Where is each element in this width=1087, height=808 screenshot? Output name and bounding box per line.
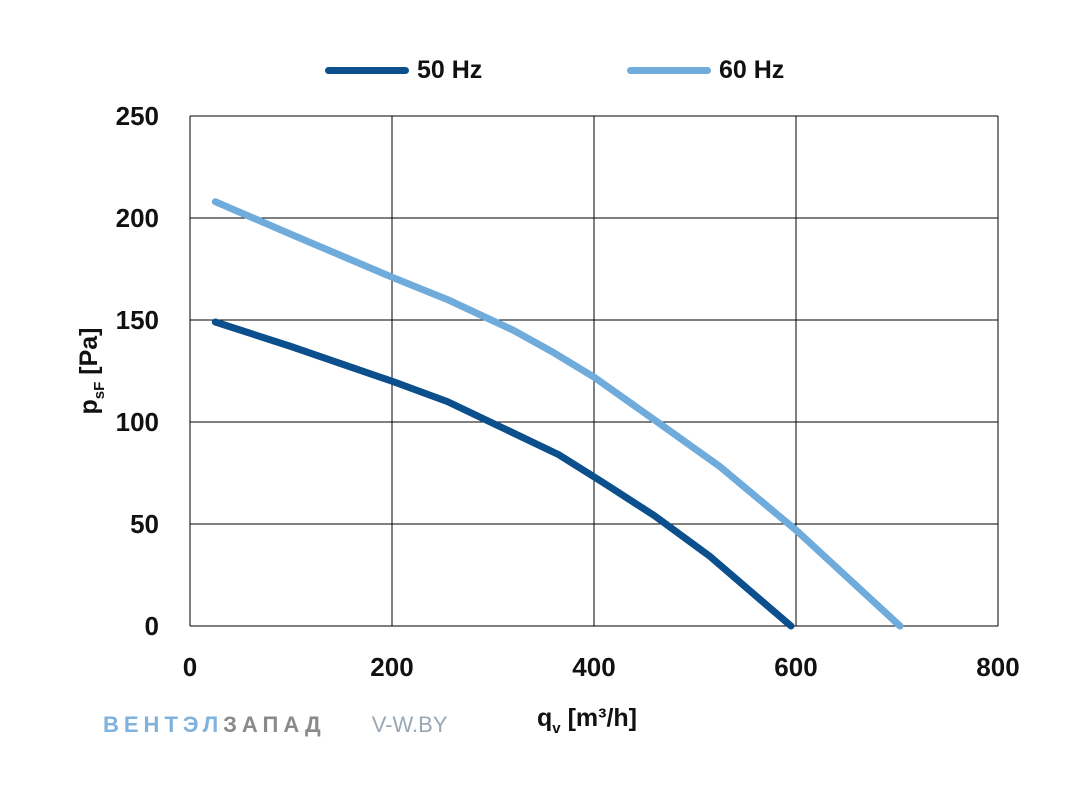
watermark-brand-part1: ВЕНТЭЛ bbox=[103, 712, 224, 737]
grid-lines bbox=[189, 115, 999, 627]
watermark-brand-part2: ЗАПАД bbox=[223, 712, 326, 737]
watermark: ВЕНТЭЛ ЗАПАД V-W.BY bbox=[103, 712, 448, 738]
legend-swatch-60hz bbox=[627, 66, 711, 74]
series-lines bbox=[211, 198, 904, 630]
x-tick-label-800: 800 bbox=[976, 652, 1019, 682]
x-tick-label-400: 400 bbox=[572, 652, 615, 682]
y-axis-title: psF [Pa] bbox=[75, 328, 108, 415]
y-tick-label-150: 150 bbox=[116, 305, 159, 335]
legend-swatch-50hz bbox=[325, 66, 409, 74]
x-tick-label-0: 0 bbox=[183, 652, 197, 682]
series-line-50hz bbox=[211, 318, 795, 630]
x-tick-label-600: 600 bbox=[774, 652, 817, 682]
x-axis-title: qv [m³/h] bbox=[537, 704, 637, 737]
legend-item-50hz: 50 Hz bbox=[325, 52, 482, 88]
y-tick-label-100: 100 bbox=[116, 407, 159, 437]
y-tick-label-50: 50 bbox=[130, 509, 159, 539]
watermark-url: V-W.BY bbox=[371, 712, 448, 737]
x-tick-label-200: 200 bbox=[370, 652, 413, 682]
y-tick-label-250: 250 bbox=[116, 101, 159, 131]
tick-labels: 0 50 100 150 200 250 0 200 400 600 800 bbox=[116, 101, 1020, 682]
y-tick-label-0: 0 bbox=[145, 611, 159, 641]
y-tick-label-200: 200 bbox=[116, 203, 159, 233]
legend-label-50hz: 50 Hz bbox=[417, 55, 483, 84]
legend-item-60hz: 60 Hz bbox=[627, 52, 784, 88]
series-line-60hz bbox=[211, 198, 904, 630]
legend-label-60hz: 60 Hz bbox=[719, 55, 785, 84]
